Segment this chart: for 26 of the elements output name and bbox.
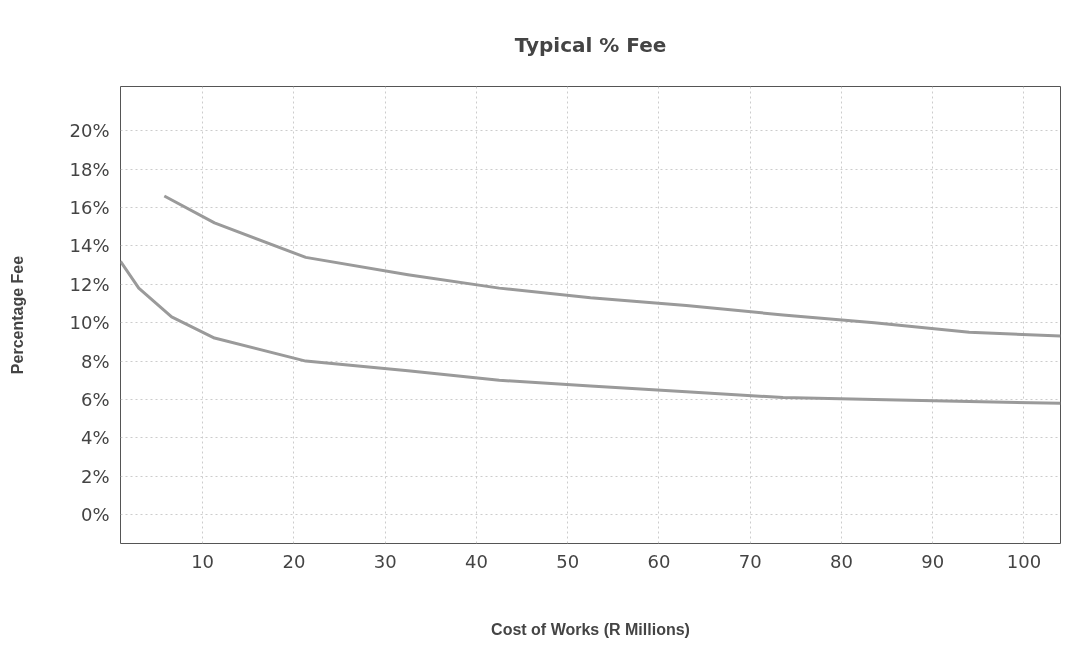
- y-tick-label: 8%: [80, 350, 110, 372]
- line-series: [162, 194, 1061, 338]
- y-tick-label: 10%: [69, 312, 110, 334]
- line-series: [120, 259, 1061, 405]
- y-tick-label: 2%: [80, 465, 110, 487]
- x-tick-label: 40: [464, 550, 488, 572]
- y-tick-label: 4%: [80, 427, 110, 449]
- x-tick-label: 30: [373, 550, 397, 572]
- y-tick-label: 16%: [69, 196, 110, 218]
- chart-title: Typical % Fee: [514, 32, 667, 57]
- y-tick-label: 14%: [69, 235, 110, 257]
- x-tick-label: 90: [921, 550, 945, 572]
- x-tick-label: 20: [282, 550, 306, 572]
- y-tick-label: 20%: [69, 120, 110, 142]
- y-axis-title: Percentage Fee: [9, 255, 27, 375]
- x-tick-label: 70: [738, 550, 762, 572]
- x-axis-title: Cost of Works (R Millions): [491, 620, 690, 638]
- x-tick-label: 60: [647, 550, 671, 572]
- x-tick-label: 50: [556, 550, 580, 572]
- y-tick-label: 0%: [80, 504, 110, 526]
- x-tick-label: 80: [830, 550, 853, 572]
- y-tick-label: 12%: [69, 273, 110, 295]
- y-tick-label: 6%: [80, 388, 110, 410]
- y-tick-label: 18%: [69, 158, 110, 180]
- x-tick-label: 100: [1006, 550, 1042, 572]
- x-tick-label: 10: [191, 550, 215, 572]
